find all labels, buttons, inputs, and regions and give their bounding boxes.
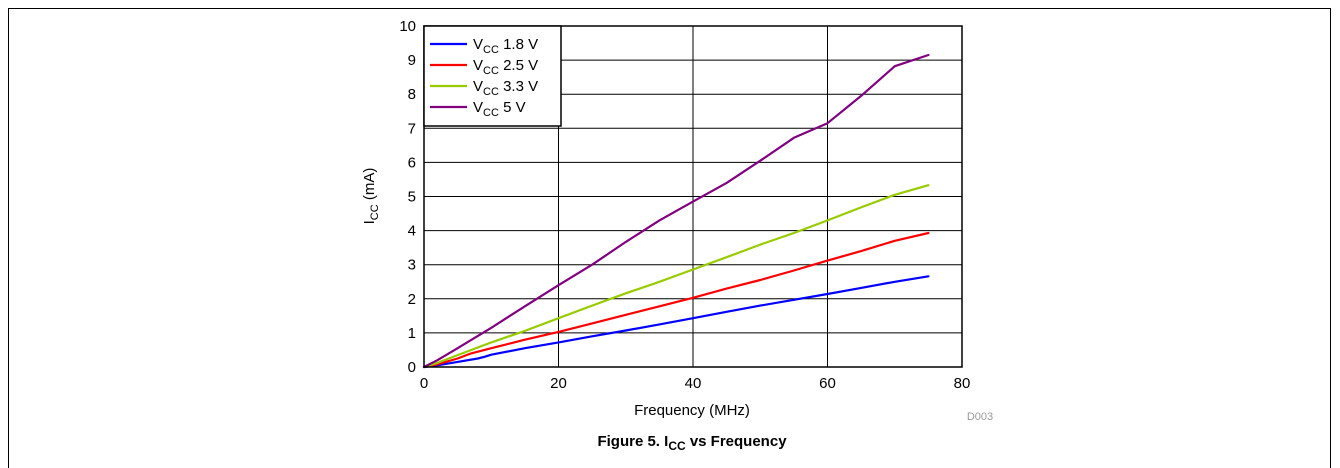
y-tick-label: 10 [399,18,416,35]
y-tick-labels: 0 1 2 3 4 5 6 7 8 9 10 [399,18,416,376]
legend-entry: VCC 3.3 V [473,78,538,98]
y-tick-label: 7 [408,120,416,137]
legend-entry: VCC 5 V [473,99,526,119]
y-tick-label: 8 [408,86,416,103]
y-tick-label: 9 [408,52,416,69]
plot-border [423,25,963,368]
figure-caption: Figure 5. ICC vs Frequency [597,433,787,453]
x-axis-label: Frequency (MHz) [634,402,750,419]
x-tick-label: 20 [550,375,567,392]
x-tick-labels: 0 20 40 60 80 [420,375,971,392]
legend-box [423,25,562,127]
legend-entry: VCC 1.8 V [473,36,538,56]
series-lines [422,53,930,369]
y-tick-label: 3 [408,257,416,274]
figure-code: D003 [967,411,993,423]
x-tick-label: 60 [819,375,836,392]
series-line-2 [422,231,930,369]
y-tick-label: 5 [408,189,416,206]
y-tick-label: 6 [408,154,416,171]
y-tick-label: 4 [408,223,416,240]
y-tick-label: 2 [408,291,416,308]
x-tick-label: 80 [954,375,971,392]
y-tick-label: 1 [408,325,416,342]
series-line-4 [422,53,930,369]
series-line-3 [422,184,930,369]
y-tick-label: 0 [408,359,416,376]
series-line-1 [422,275,930,369]
x-tick-label: 0 [420,375,428,392]
legend-entry: VCC 2.5 V [473,57,538,77]
figure-frame [8,8,1331,468]
x-tick-label: 40 [685,375,702,392]
y-axis-label: ICC (mA) [361,168,381,225]
